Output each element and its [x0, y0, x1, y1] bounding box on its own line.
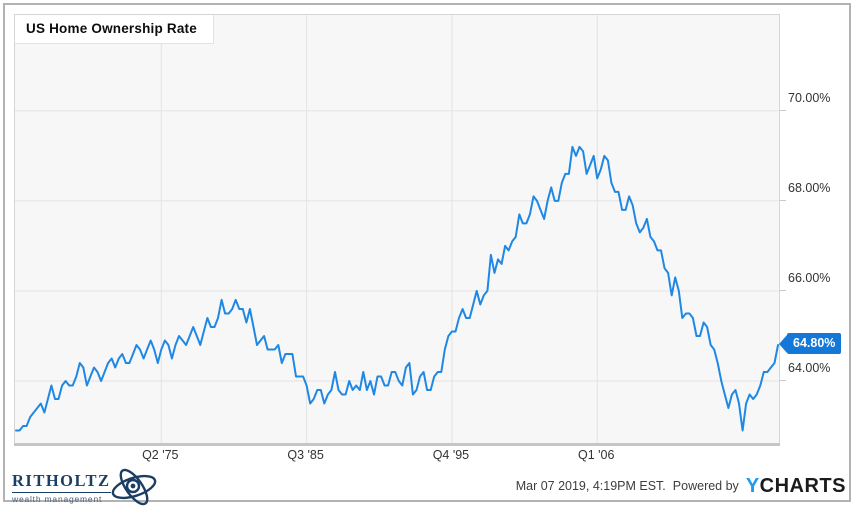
- y-tick-label: 66.00%: [788, 270, 831, 285]
- y-tick-mark: [780, 199, 786, 201]
- ycharts-logo-y: Y: [745, 475, 760, 497]
- y-tick-mark: [780, 109, 786, 111]
- y-tick-label: 68.00%: [788, 180, 831, 195]
- powered-by-label: Powered by: [672, 479, 739, 493]
- x-axis-line: [14, 443, 780, 446]
- ritholtz-logo[interactable]: RITHOLTZ wealth management: [12, 465, 161, 509]
- timestamp: Mar 07 2019, 4:19PM EST.: [515, 479, 666, 493]
- chart-title: US Home Ownership Rate: [15, 15, 214, 44]
- y-tick-label: 64.00%: [788, 360, 831, 375]
- ycharts-logo[interactable]: YCHARTS: [746, 476, 846, 496]
- y-tick-mark: [780, 379, 786, 381]
- ritholtz-logo-text: RITHOLTZ wealth management: [12, 471, 111, 504]
- y-tick-label: 70.00%: [788, 90, 831, 105]
- chart-plot-area: [14, 14, 780, 445]
- x-tick-label: Q2 '75: [142, 448, 179, 462]
- ritholtz-subtitle: wealth management: [12, 493, 103, 504]
- x-tick-label: Q1 '06: [578, 448, 615, 462]
- atom-icon: [111, 468, 156, 506]
- y-tick-mark: [780, 289, 786, 291]
- footer: Mar 07 2019, 4:19PM EST. Powered by YCHA…: [516, 476, 846, 496]
- ritholtz-name: RITHOLTZ: [12, 471, 111, 493]
- homeownership-line-chart: [15, 15, 779, 444]
- x-tick-label: Q4 '95: [432, 448, 470, 462]
- ycharts-logo-charts: CHARTS: [759, 475, 846, 497]
- homeownership-rate-line: [15, 145, 779, 432]
- last-value-badge: 64.80%: [778, 333, 842, 355]
- x-tick-label: Q3 '85: [287, 448, 324, 462]
